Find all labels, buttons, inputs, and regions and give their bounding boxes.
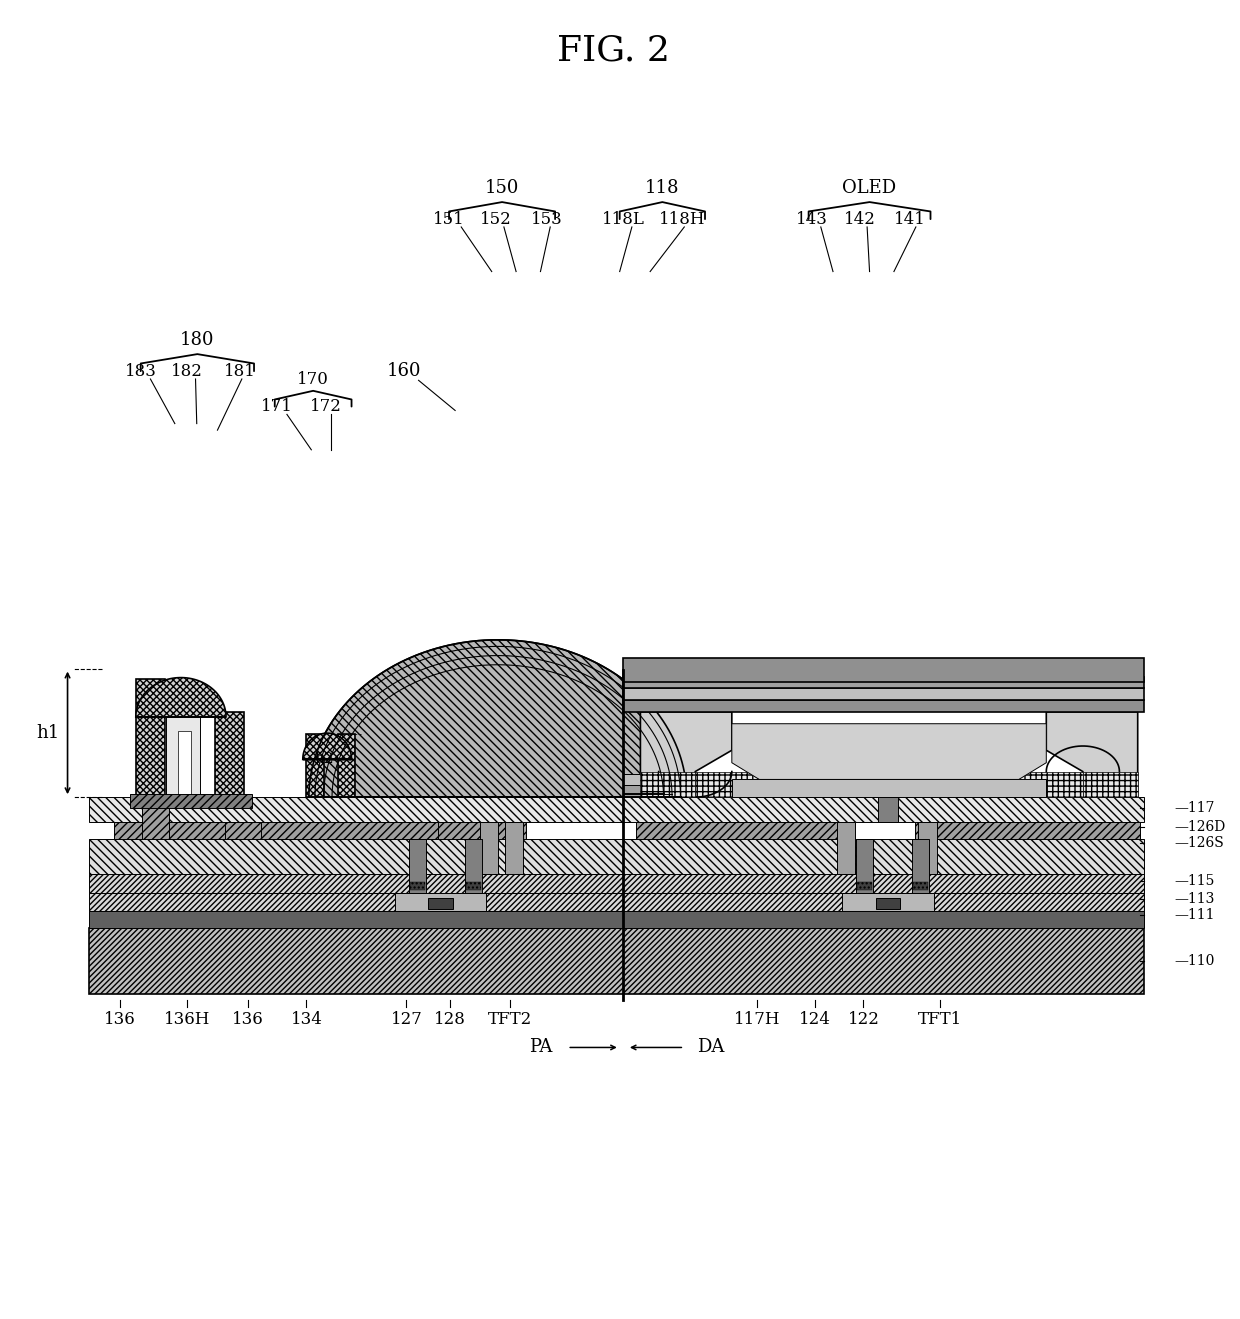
Text: 136: 136: [232, 1012, 264, 1029]
Text: 150: 150: [485, 178, 518, 197]
Bar: [913, 839, 929, 893]
Bar: [624, 773, 675, 785]
Text: 181: 181: [223, 363, 255, 380]
Bar: [394, 893, 486, 911]
Bar: [114, 822, 526, 839]
Bar: [1083, 772, 1138, 797]
Text: —110: —110: [1174, 954, 1215, 968]
Bar: [465, 839, 482, 893]
Bar: [856, 839, 873, 893]
Bar: [325, 751, 337, 797]
Bar: [696, 772, 1083, 797]
Text: 172: 172: [310, 398, 342, 415]
Bar: [306, 735, 324, 797]
Text: 136H: 136H: [164, 1012, 211, 1029]
Bar: [89, 911, 1143, 929]
Polygon shape: [309, 640, 687, 797]
Polygon shape: [640, 712, 732, 797]
Bar: [842, 893, 934, 911]
Text: DA: DA: [697, 1038, 725, 1057]
Bar: [636, 822, 852, 839]
Text: 118L: 118L: [601, 211, 645, 228]
Polygon shape: [732, 724, 1047, 780]
Text: h2: h2: [315, 752, 335, 766]
Text: 128: 128: [434, 1012, 466, 1029]
Bar: [130, 794, 252, 807]
Text: TFT1: TFT1: [918, 1012, 962, 1029]
Polygon shape: [303, 733, 352, 760]
Text: 127: 127: [391, 1012, 423, 1029]
Bar: [339, 735, 355, 797]
Bar: [409, 839, 425, 893]
Bar: [89, 929, 1143, 993]
Bar: [624, 700, 1143, 712]
Text: 182: 182: [171, 363, 203, 380]
Text: 117H: 117H: [734, 1012, 781, 1029]
Text: 180: 180: [180, 331, 215, 348]
Bar: [624, 658, 1143, 682]
Bar: [915, 822, 1140, 839]
Bar: [919, 822, 936, 874]
Bar: [215, 712, 244, 797]
Bar: [179, 731, 191, 797]
Bar: [410, 882, 424, 890]
Polygon shape: [136, 678, 226, 718]
Bar: [89, 839, 1143, 874]
Text: 134: 134: [290, 1012, 322, 1029]
Text: —126D: —126D: [1174, 819, 1225, 834]
Bar: [732, 780, 1047, 797]
Bar: [914, 882, 928, 890]
Text: 118: 118: [645, 178, 680, 197]
Text: h1: h1: [36, 724, 60, 741]
Text: —126S: —126S: [1174, 836, 1224, 849]
Text: 151: 151: [433, 211, 465, 228]
Text: OLED: OLED: [842, 178, 897, 197]
Bar: [875, 898, 900, 909]
Text: 171: 171: [262, 398, 293, 415]
Text: TFT2: TFT2: [487, 1012, 532, 1029]
Bar: [136, 679, 165, 797]
Bar: [857, 882, 872, 890]
Text: 141: 141: [894, 211, 926, 228]
Bar: [624, 785, 675, 797]
Text: —117: —117: [1174, 801, 1215, 815]
Text: 183: 183: [125, 363, 156, 380]
Text: 142: 142: [844, 211, 875, 228]
Text: 122: 122: [847, 1012, 879, 1029]
Bar: [480, 822, 497, 874]
Text: 143: 143: [796, 211, 828, 228]
Text: 118H: 118H: [658, 211, 706, 228]
Polygon shape: [1047, 712, 1138, 797]
Text: 124: 124: [799, 1012, 831, 1029]
Text: —111: —111: [1174, 907, 1215, 922]
Text: FIG. 2: FIG. 2: [557, 33, 670, 67]
Bar: [837, 822, 854, 874]
Text: 136: 136: [104, 1012, 136, 1029]
Text: 153: 153: [531, 211, 563, 228]
Text: —113: —113: [1174, 893, 1215, 906]
Bar: [505, 822, 523, 874]
Text: PA: PA: [528, 1038, 552, 1057]
Text: 152: 152: [480, 211, 511, 228]
Bar: [141, 802, 169, 839]
Bar: [89, 893, 1143, 911]
Bar: [166, 703, 201, 797]
Bar: [438, 822, 496, 839]
Bar: [224, 822, 262, 839]
Text: 160: 160: [387, 363, 422, 380]
Bar: [89, 874, 1143, 893]
Bar: [624, 797, 1143, 822]
Bar: [89, 797, 624, 822]
Text: 170: 170: [296, 371, 329, 388]
Bar: [428, 898, 453, 909]
Bar: [878, 789, 898, 822]
Bar: [466, 882, 481, 890]
Bar: [624, 677, 1143, 689]
Text: —115: —115: [1174, 874, 1215, 888]
Bar: [624, 689, 1143, 700]
Bar: [640, 772, 696, 797]
